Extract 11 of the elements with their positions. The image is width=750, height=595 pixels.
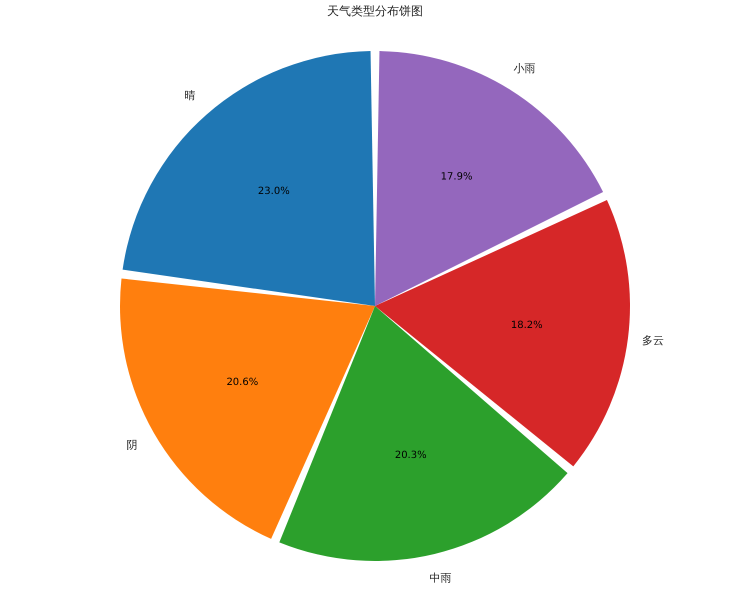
- data-label: 20.3%: [394, 450, 427, 461]
- slice-label: 晴: [184, 88, 196, 102]
- data-label: 20.6%: [226, 377, 258, 388]
- data-label: 17.9%: [440, 172, 472, 183]
- slice-label: 小雨: [513, 62, 536, 76]
- data-label: 18.2%: [510, 320, 543, 332]
- data-label: 23.0%: [258, 186, 290, 198]
- chart-title: 天气类型分布饼图: [327, 4, 423, 18]
- slice-label: 阴: [126, 438, 138, 452]
- slice-label: 中雨: [429, 571, 452, 584]
- slice-label: 多云: [642, 334, 664, 348]
